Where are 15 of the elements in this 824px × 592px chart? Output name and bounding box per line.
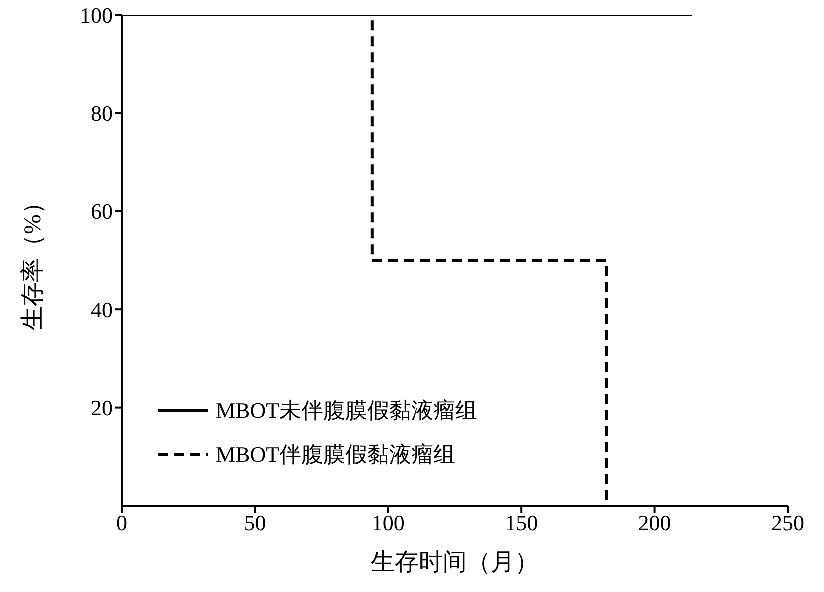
y-tick-label: 60 xyxy=(91,199,113,224)
y-tick-label: 80 xyxy=(91,101,113,126)
x-tick-label: 100 xyxy=(372,510,405,536)
x-tick-label: 250 xyxy=(772,510,804,536)
y-tick-label: 100 xyxy=(80,2,113,28)
x-tick-label: 50 xyxy=(244,510,266,536)
x-axis-title: 生存时间（月） xyxy=(371,550,539,576)
x-tick-label: 200 xyxy=(638,510,672,536)
y-tick-label: 40 xyxy=(91,297,113,322)
y-tick-label: 20 xyxy=(91,396,113,421)
legend-label: MBOT伴腹膜假黏液瘤组 xyxy=(216,441,456,469)
x-tick-label: 0 xyxy=(116,510,128,536)
legend-label: MBOT未伴腹膜假黏液瘤组 xyxy=(216,397,478,425)
y-axis-title: 生存率（%） xyxy=(20,190,47,330)
x-tick-label: 150 xyxy=(505,510,538,536)
